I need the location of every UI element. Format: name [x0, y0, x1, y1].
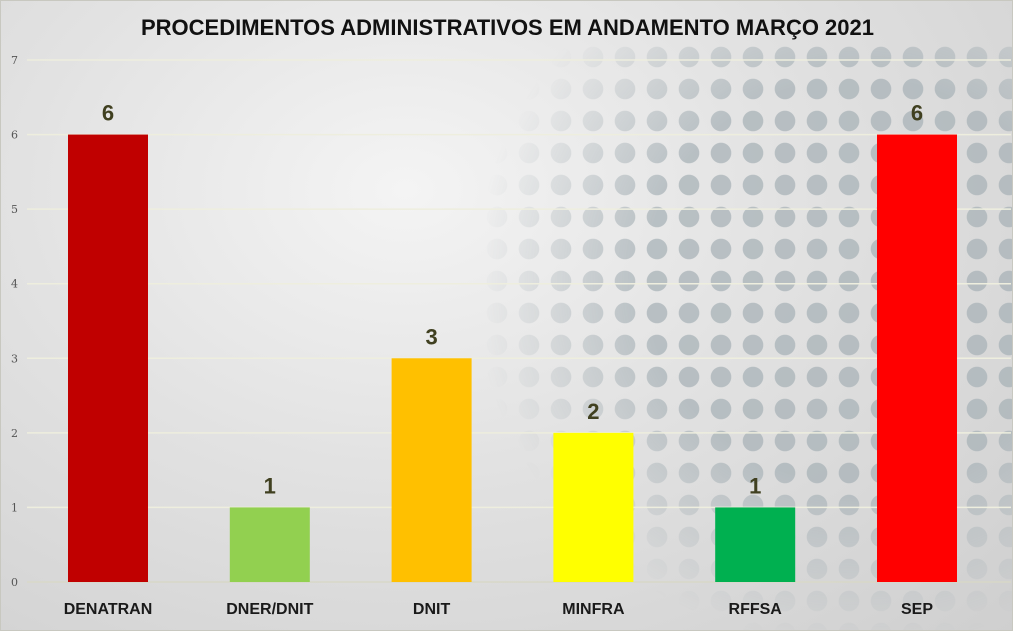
y-tick-label: 1 [11, 501, 18, 514]
y-tick-label: 0 [11, 576, 18, 589]
y-tick-label: 3 [11, 352, 18, 365]
x-tick-label: DENATRAN [64, 601, 153, 618]
bar-sep [877, 134, 957, 583]
chart-title: PROCEDIMENTOS ADMINISTRATIVOS EM ANDAMEN… [141, 15, 874, 40]
data-label: 1 [264, 473, 276, 498]
bar-dnerdnit [229, 507, 310, 582]
y-tick-label: 4 [11, 278, 18, 291]
x-tick-label: DNER/DNIT [226, 601, 313, 618]
x-tick-label: DNIT [413, 601, 451, 618]
data-label: 1 [749, 473, 761, 498]
bar-rffsa [715, 507, 796, 582]
bar-minfra [553, 432, 634, 582]
y-tick-label: 6 [11, 129, 18, 142]
x-tick-label: MINFRA [562, 601, 625, 618]
data-label: 2 [587, 399, 599, 424]
bar-denatran [68, 134, 148, 583]
x-tick-label: RFFSA [729, 601, 783, 618]
data-label: 3 [425, 324, 437, 349]
data-label: 6 [102, 101, 114, 126]
bar-dnit [391, 358, 472, 582]
y-tick-label: 2 [11, 427, 18, 440]
data-label: 6 [911, 101, 923, 126]
y-tick-label: 7 [11, 54, 18, 67]
x-tick-label: SEP [901, 601, 933, 618]
y-tick-label: 5 [11, 203, 18, 216]
